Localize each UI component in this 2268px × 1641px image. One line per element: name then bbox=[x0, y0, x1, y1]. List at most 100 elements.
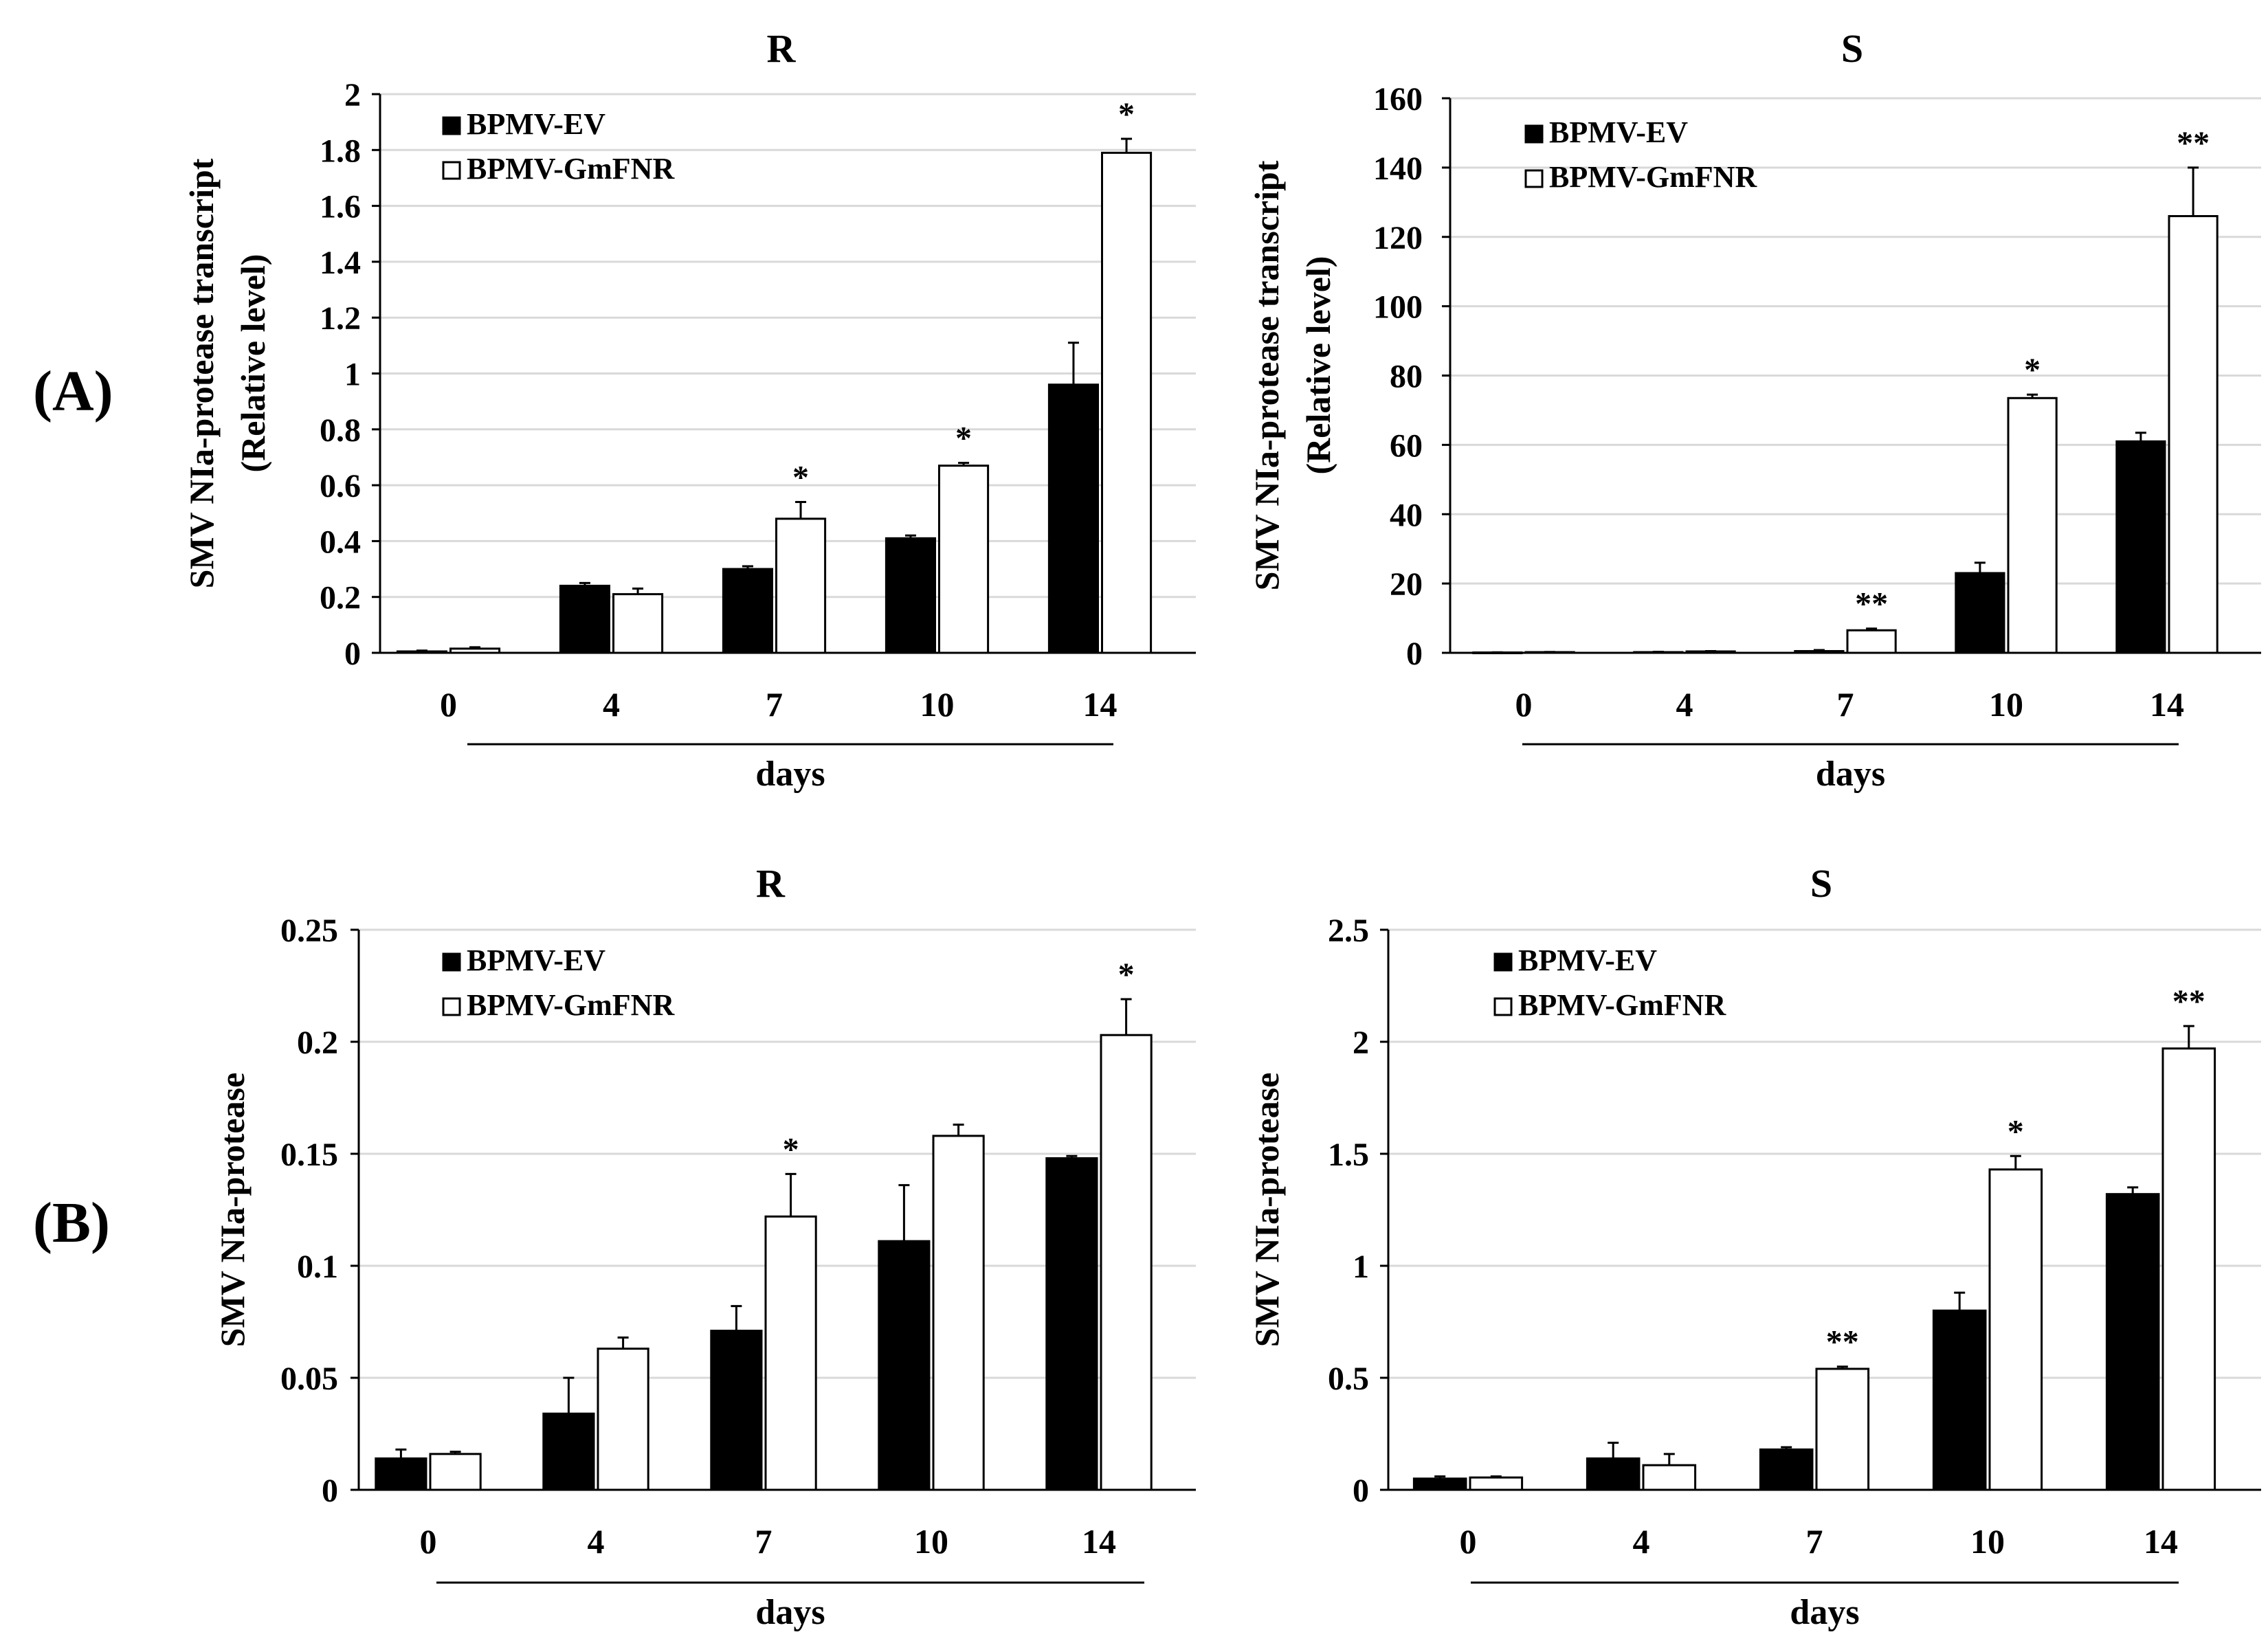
y-tick-label: 0.4 bbox=[320, 524, 361, 560]
bar-gmfnr bbox=[2007, 397, 2058, 654]
y-tick-label: 2.5 bbox=[1328, 913, 1369, 949]
legend-label: BPMV-EV bbox=[467, 107, 605, 141]
significance-mark: * bbox=[792, 459, 809, 495]
y-tick-label: 0 bbox=[344, 636, 361, 672]
bar-ev bbox=[885, 537, 937, 654]
x-axis-label: days bbox=[1790, 1593, 1859, 1632]
significance-mark: ** bbox=[2177, 125, 2210, 161]
x-tick-label: 4 bbox=[1676, 685, 1693, 724]
legend-swatch-ev bbox=[442, 116, 461, 135]
bar-ev bbox=[1932, 1309, 1987, 1491]
y-axis-label: SMV NIa-protease bbox=[1247, 1073, 1286, 1348]
y-tick-label: 2 bbox=[1353, 1025, 1369, 1061]
chart-title: R bbox=[756, 861, 786, 906]
x-tick-label: 7 bbox=[1837, 685, 1854, 724]
y-tick-label: 0.2 bbox=[297, 1025, 338, 1061]
bar-ev bbox=[722, 568, 774, 654]
y-tick-label: 1 bbox=[344, 357, 361, 393]
bar-ev bbox=[542, 1412, 595, 1491]
chart-title: R bbox=[767, 26, 797, 71]
y-tick-label: 0.1 bbox=[297, 1249, 338, 1285]
legend-swatch-gmfnr bbox=[442, 997, 461, 1016]
y-tick-label: 120 bbox=[1373, 220, 1423, 256]
bar-gmfnr bbox=[938, 465, 990, 654]
legend-swatch-ev bbox=[1493, 952, 1513, 972]
legend-swatch-gmfnr bbox=[1493, 997, 1513, 1016]
y-axis-label: SMV NIa-protease transcript bbox=[1247, 160, 1286, 590]
legend-label: BPMV-EV bbox=[467, 944, 605, 977]
bar-gmfnr bbox=[2161, 1047, 2216, 1491]
legend-label: BPMV-EV bbox=[1518, 944, 1657, 977]
legend-swatch-gmfnr bbox=[1524, 169, 1544, 188]
y-tick-label: 2 bbox=[344, 77, 361, 113]
bar-ev bbox=[2105, 1193, 2160, 1491]
legend-label: BPMV-EV bbox=[1549, 115, 1688, 149]
y-tick-label: 0 bbox=[322, 1473, 338, 1509]
significance-mark: * bbox=[955, 421, 972, 457]
bar-ev bbox=[1045, 1157, 1098, 1491]
significance-mark: * bbox=[1118, 96, 1135, 133]
bar-gmfnr bbox=[1815, 1368, 1870, 1491]
x-tick-label: 7 bbox=[766, 685, 783, 724]
bar-ev bbox=[878, 1240, 931, 1491]
bar-gmfnr bbox=[612, 593, 664, 654]
x-tick-label: 14 bbox=[1082, 1522, 1116, 1561]
x-axis-label: days bbox=[1816, 755, 1885, 794]
x-tick-label: 0 bbox=[1515, 685, 1533, 724]
bar-ev bbox=[1759, 1448, 1814, 1491]
significance-mark: * bbox=[2024, 352, 2041, 388]
x-tick-label: 10 bbox=[914, 1522, 948, 1561]
chart-title: S bbox=[1810, 861, 1832, 906]
y-tick-label: 0 bbox=[1406, 636, 1423, 672]
bar-gmfnr bbox=[932, 1135, 985, 1491]
panel-label-b: (B) bbox=[33, 1191, 110, 1255]
y-tick-label: 1.6 bbox=[320, 189, 361, 225]
y-tick-label: 0.6 bbox=[320, 468, 361, 504]
bar-gmfnr bbox=[1100, 1034, 1153, 1491]
bar-gmfnr bbox=[1101, 151, 1153, 654]
y-tick-label: 0 bbox=[1353, 1473, 1369, 1509]
y-tick-label: 0.15 bbox=[280, 1137, 338, 1173]
chart-title: S bbox=[1841, 26, 1863, 71]
x-tick-label: 4 bbox=[588, 1522, 605, 1561]
x-tick-label: 7 bbox=[1806, 1522, 1823, 1561]
bar-ev bbox=[710, 1330, 763, 1491]
x-axis-label: days bbox=[755, 1593, 825, 1632]
bar-gmfnr bbox=[2168, 214, 2219, 654]
y-axis-label-2: (Relative level) bbox=[234, 254, 272, 473]
y-tick-label: 0.2 bbox=[320, 580, 361, 616]
legend-swatch-ev bbox=[442, 952, 461, 972]
x-tick-label: 0 bbox=[420, 1522, 437, 1561]
bar-ev bbox=[375, 1457, 427, 1491]
bar-ev bbox=[559, 584, 611, 654]
x-tick-label: 14 bbox=[2144, 1522, 2178, 1561]
significance-mark: * bbox=[2008, 1113, 2024, 1150]
legend-swatch-gmfnr bbox=[442, 161, 461, 180]
y-tick-label: 1.8 bbox=[320, 133, 361, 169]
significance-mark: ** bbox=[2172, 983, 2205, 1020]
y-axis-label-2: (Relative level) bbox=[1299, 256, 1337, 475]
bar-ev bbox=[1586, 1457, 1641, 1491]
bar-ev bbox=[1412, 1477, 1467, 1491]
y-tick-label: 80 bbox=[1390, 359, 1423, 395]
legend-label: BPMV-GmFNR bbox=[1549, 160, 1757, 194]
significance-mark: * bbox=[1118, 957, 1135, 993]
x-tick-label: 4 bbox=[1633, 1522, 1650, 1561]
x-tick-label: 0 bbox=[1460, 1522, 1477, 1561]
legend-swatch-ev bbox=[1524, 124, 1544, 144]
x-tick-label: 14 bbox=[1083, 685, 1118, 724]
significance-mark: ** bbox=[1855, 586, 1888, 623]
legend-label: BPMV-GmFNR bbox=[1518, 988, 1726, 1022]
bar-ev bbox=[1955, 572, 2005, 654]
y-tick-label: 0.25 bbox=[280, 913, 338, 949]
x-tick-label: 10 bbox=[1989, 685, 2023, 724]
x-tick-label: 4 bbox=[603, 685, 620, 724]
bar-gmfnr bbox=[1846, 629, 1897, 654]
y-tick-label: 1.5 bbox=[1328, 1137, 1369, 1173]
bar-ev bbox=[1047, 383, 1100, 654]
y-tick-label: 140 bbox=[1373, 150, 1423, 187]
